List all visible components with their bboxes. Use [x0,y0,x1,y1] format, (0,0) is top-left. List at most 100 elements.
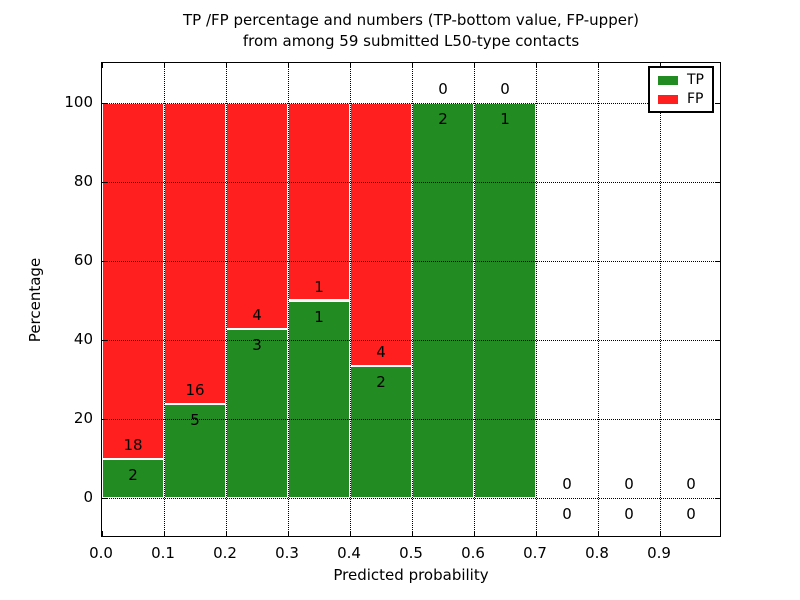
v-gridline [164,63,165,536]
x-tick-mark [598,63,599,68]
tp-count-label: 5 [190,411,200,430]
y-tick-mark [102,340,107,342]
x-tick-label: 0.6 [461,544,485,562]
fp-count-label: 16 [185,381,205,400]
h-gridline [102,498,720,500]
tp-count-label: 0 [624,505,634,524]
x-tick-mark [598,531,599,536]
x-tick-label: 0.8 [585,544,609,562]
tp-count-label: 3 [252,335,262,354]
legend-row: FP [658,92,704,106]
x-tick-mark [350,531,351,536]
fp-count-label: 0 [562,475,572,494]
x-tick-label: 0.1 [151,544,175,562]
x-tick-mark [536,531,537,536]
x-tick-mark [412,531,413,536]
fp-bar-segment [102,102,164,459]
x-tick-label: 0.3 [275,544,299,562]
x-tick-mark [102,531,103,536]
fp-legend-swatch [658,94,678,104]
v-gridline [226,63,227,536]
tp-count-label: 1 [500,109,510,128]
x-tick-mark [350,63,351,68]
tp-count-label: 1 [314,307,324,326]
chart-title-line2: from among 59 submitted L50-type contact… [242,32,580,50]
x-tick-label: 0.5 [399,544,423,562]
y-tick-mark [715,181,720,183]
y-tick-label: 60 [73,250,93,269]
x-tick-mark [536,63,537,68]
fp-bar-segment [164,102,226,405]
y-tick-mark [715,498,720,500]
y-tick-label: 20 [73,409,93,428]
v-gridline [350,63,351,536]
v-gridline [288,63,289,536]
x-tick-label: 0.0 [89,544,113,562]
x-tick-mark [288,63,289,68]
fp-count-label: 4 [252,305,262,324]
v-gridline [474,63,475,536]
fp-bar-segment [226,102,288,329]
tp-legend-swatch [658,75,678,85]
tp-count-label: 0 [686,505,696,524]
y-tick-label: 0 [83,488,93,507]
y-tick-label: 100 [64,92,93,111]
fp-count-label: 1 [314,277,324,296]
x-tick-mark [164,63,165,68]
fp-bar-segment [350,102,412,367]
v-gridline [660,63,661,536]
x-axis-label: Predicted probability [333,566,489,584]
tp-count-label: 2 [376,373,386,392]
y-tick-mark [102,181,107,183]
fp-count-label: 0 [624,475,634,494]
v-gridline [412,63,413,536]
y-tick-mark [715,340,720,342]
x-tick-mark [164,531,165,536]
legend: TP FP [648,66,714,113]
chart-title-line1: TP /FP percentage and numbers (TP-bottom… [183,11,639,29]
h-gridline [102,419,720,421]
tp-count-label: 2 [438,109,448,128]
x-tick-mark [474,531,475,536]
legend-label: TP [687,72,704,88]
tp-count-label: 0 [562,505,572,524]
tp-bar-segment [226,328,288,499]
fp-count-label: 0 [686,475,696,494]
x-tick-mark [660,531,661,536]
tp-bar-segment [102,458,164,499]
x-tick-label: 0.4 [337,544,361,562]
v-gridline [598,63,599,536]
x-tick-mark [102,63,103,68]
fp-count-label: 4 [376,343,386,362]
fp-count-label: 18 [123,435,143,454]
h-gridline [102,340,720,342]
x-tick-mark [660,63,661,68]
h-gridline [102,181,720,183]
h-gridline [102,260,720,262]
y-tick-label: 40 [73,330,93,349]
x-tick-mark [226,531,227,536]
x-tick-mark [412,63,413,68]
x-tick-mark [226,63,227,68]
x-tick-label: 0.7 [523,544,547,562]
x-tick-mark [288,531,289,536]
chart-title: TP /FP percentage and numbers (TP-bottom… [11,10,800,52]
y-tick-mark [102,419,107,421]
y-tick-mark [715,102,720,104]
tp-bar-segment [288,300,350,499]
x-tick-label: 0.2 [213,544,237,562]
y-tick-mark [102,260,107,262]
v-gridline [536,63,537,536]
fp-count-label: 0 [438,79,448,98]
y-tick-label: 80 [73,171,93,190]
y-tick-mark [715,260,720,262]
plot-area: TP FP 18 2 16 5 4 3 1 1 4 2 0 2 0 1 0 0 0 0 0 0 [101,62,721,537]
legend-label: FP [687,91,704,107]
fp-count-label: 0 [500,79,510,98]
y-axis-label: Percentage [26,257,44,343]
x-tick-mark [474,63,475,68]
h-gridline [102,102,720,104]
fp-bar-segment [288,102,350,301]
x-tick-label: 0.9 [647,544,671,562]
